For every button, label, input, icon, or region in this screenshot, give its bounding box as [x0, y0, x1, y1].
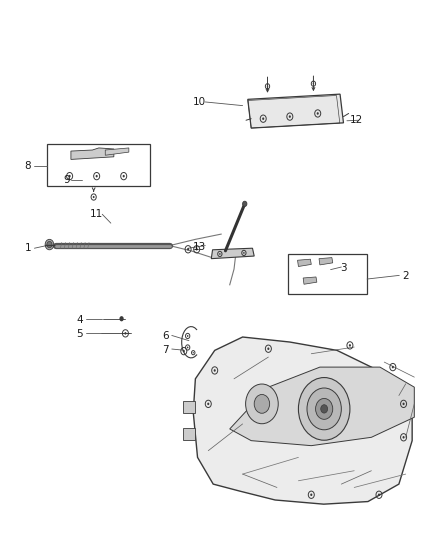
Circle shape	[310, 494, 312, 496]
Text: 2: 2	[403, 271, 409, 281]
Text: 13: 13	[193, 241, 206, 252]
Polygon shape	[297, 259, 311, 266]
Polygon shape	[248, 94, 343, 128]
Polygon shape	[193, 337, 412, 504]
Circle shape	[403, 402, 405, 405]
Bar	[288, 254, 367, 294]
Circle shape	[313, 83, 314, 85]
Polygon shape	[319, 257, 333, 265]
Circle shape	[69, 175, 71, 177]
Text: 11: 11	[90, 209, 103, 219]
Circle shape	[45, 239, 54, 250]
Text: 9: 9	[64, 175, 70, 185]
Bar	[47, 144, 150, 185]
Polygon shape	[184, 427, 195, 440]
Polygon shape	[105, 148, 129, 155]
Circle shape	[93, 196, 95, 198]
Circle shape	[378, 494, 380, 496]
Circle shape	[392, 366, 394, 368]
Circle shape	[267, 85, 268, 87]
Text: 3: 3	[340, 263, 347, 272]
Circle shape	[321, 405, 328, 413]
Text: 7: 7	[162, 345, 169, 355]
Circle shape	[267, 348, 269, 350]
Circle shape	[183, 350, 185, 352]
Circle shape	[289, 115, 291, 118]
Circle shape	[187, 346, 188, 349]
Circle shape	[207, 402, 209, 405]
Text: 4: 4	[76, 315, 83, 325]
Circle shape	[403, 436, 405, 439]
Circle shape	[298, 377, 350, 440]
Polygon shape	[303, 277, 317, 284]
Circle shape	[262, 117, 264, 120]
Text: 8: 8	[25, 160, 31, 171]
Text: 10: 10	[193, 97, 206, 107]
Circle shape	[193, 352, 194, 353]
Circle shape	[317, 112, 319, 115]
Polygon shape	[211, 248, 254, 259]
Circle shape	[307, 388, 341, 430]
Circle shape	[196, 248, 198, 251]
Circle shape	[243, 201, 247, 206]
Circle shape	[47, 241, 52, 248]
Circle shape	[187, 335, 188, 337]
Polygon shape	[230, 367, 414, 446]
Circle shape	[95, 175, 98, 177]
Circle shape	[120, 316, 124, 321]
Text: 12: 12	[350, 115, 363, 125]
Polygon shape	[71, 148, 114, 159]
Circle shape	[124, 332, 127, 335]
Circle shape	[315, 399, 333, 419]
Circle shape	[123, 175, 125, 177]
Text: 1: 1	[25, 243, 31, 253]
Text: 6: 6	[162, 332, 169, 342]
Circle shape	[254, 394, 270, 413]
Circle shape	[246, 384, 278, 424]
Circle shape	[243, 252, 245, 254]
Circle shape	[187, 248, 189, 251]
Circle shape	[214, 369, 216, 372]
Circle shape	[349, 344, 351, 346]
Circle shape	[219, 253, 221, 255]
Text: 5: 5	[76, 329, 83, 340]
Polygon shape	[184, 401, 195, 414]
